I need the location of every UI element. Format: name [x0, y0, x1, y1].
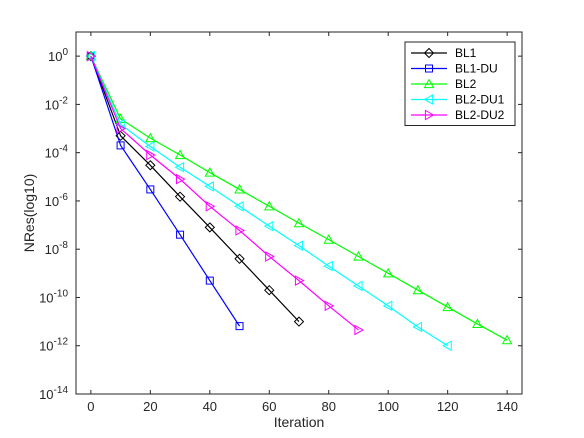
- series-layer: [85, 50, 513, 352]
- legend-marker-bl2-du2: [424, 109, 435, 121]
- data-point-bl2: [412, 284, 424, 295]
- x-tick-label: 20: [143, 399, 157, 414]
- x-tick-label: 120: [437, 399, 459, 414]
- series-bl2-du2: [86, 50, 364, 336]
- data-point-bl2: [144, 132, 156, 143]
- x-tick-label: 40: [203, 399, 217, 414]
- data-point-bl2-du1: [234, 200, 244, 212]
- legend-label-bl2: BL2: [455, 77, 477, 91]
- data-point-bl2: [353, 250, 364, 261]
- y-tick-label: 10-6: [45, 192, 69, 209]
- y-tick-label: 100: [48, 47, 68, 64]
- y-tick-label: 10-4: [45, 144, 69, 161]
- x-axis-label: Iteration: [274, 414, 325, 430]
- data-point-bl2-du1: [442, 340, 452, 352]
- legend-label-bl2-du1: BL2-DU1: [455, 93, 505, 107]
- x-tick-label: 80: [321, 399, 335, 414]
- data-point-bl1-du: [116, 141, 125, 150]
- data-point-bl2-du1: [323, 260, 333, 272]
- x-tick-label: 100: [377, 399, 399, 414]
- legend-marker-bl1: [423, 47, 435, 59]
- data-point-bl1: [145, 160, 156, 171]
- x-tick-label: 60: [262, 399, 276, 414]
- x-tick-label: 0: [87, 399, 94, 414]
- y-tick-label: 10-10: [39, 288, 68, 305]
- data-point-bl2-du2: [116, 123, 127, 134]
- y-axis-label: NRes(log10): [21, 174, 37, 253]
- data-point-bl2-du2: [265, 251, 275, 262]
- y-tick-label: 10-2: [45, 95, 69, 112]
- data-point-bl1: [264, 284, 275, 296]
- data-point-bl2-du2: [324, 300, 335, 312]
- data-point-bl2-du2: [175, 173, 186, 185]
- data-point-bl2-du2: [86, 50, 97, 62]
- ticks-layer: 0 20 40 60 80 100 120 140 100 10-2 10-4 10-6 10-8 10-…: [39, 32, 522, 414]
- series-line-bl2: [90, 55, 508, 341]
- data-point-bl1: [174, 191, 186, 202]
- legend-marker-bl2-du1: [423, 94, 434, 105]
- series-line-bl2-du2: [90, 55, 359, 331]
- data-point-bl2: [472, 318, 483, 329]
- data-point-bl2-du1: [352, 280, 363, 292]
- series-bl2: [85, 50, 513, 345]
- data-point-bl2: [234, 183, 245, 194]
- series-line-bl2-du1: [90, 55, 448, 347]
- data-point-bl1: [293, 316, 305, 327]
- y-tick-label: 10-14: [39, 385, 68, 402]
- data-point-bl2-du2: [205, 200, 216, 212]
- data-point-bl2: [263, 200, 275, 211]
- legend-marker-bl1-du: [425, 64, 433, 73]
- series-line-bl1-du: [90, 55, 241, 327]
- y-tick-label: 10-8: [45, 240, 69, 257]
- data-point-bl1-du: [235, 322, 244, 331]
- data-point-bl2-du2: [235, 225, 246, 236]
- series-bl2-du1: [85, 50, 452, 352]
- data-point-bl2: [174, 149, 186, 160]
- data-point-bl1: [204, 222, 216, 233]
- legend-label-bl1-du: BL1-DU: [455, 62, 498, 76]
- legend-label-bl1: BL1: [455, 46, 477, 60]
- data-point-bl2-du2: [146, 149, 156, 161]
- data-point-bl2-du1: [204, 181, 214, 192]
- data-point-bl2-du1: [144, 141, 155, 152]
- data-point-bl2-du1: [293, 240, 304, 252]
- data-point-bl2: [323, 234, 335, 244]
- series-bl1: [85, 50, 305, 327]
- data-point-bl1: [115, 130, 126, 142]
- data-point-bl2-du2: [294, 275, 305, 286]
- data-point-bl1-du: [146, 185, 155, 194]
- legend-label-bl2-du2: BL2-DU2: [455, 108, 505, 122]
- x-tick-label: 140: [496, 399, 518, 414]
- data-point-bl1: [234, 253, 245, 265]
- legend-marker-bl2: [423, 78, 435, 89]
- data-point-bl1-du: [205, 276, 214, 285]
- series-line-bl1: [90, 55, 300, 323]
- data-point-bl2-du1: [174, 161, 185, 173]
- data-point-bl2: [442, 301, 454, 312]
- data-point-bl2: [382, 267, 394, 278]
- y-tick-label: 10-12: [39, 337, 68, 354]
- data-point-bl2-du1: [382, 300, 393, 312]
- data-point-bl2: [204, 167, 216, 177]
- data-point-bl1-du: [176, 230, 185, 239]
- data-point-bl2-du1: [263, 220, 274, 232]
- data-point-bl2: [85, 50, 97, 61]
- data-point-bl2-du2: [354, 324, 364, 336]
- data-point-bl2-du1: [412, 321, 423, 333]
- data-point-bl2: [501, 334, 513, 345]
- data-point-bl2: [293, 217, 305, 228]
